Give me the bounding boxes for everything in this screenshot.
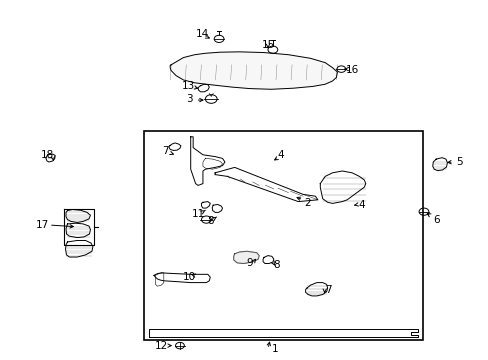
Text: 8: 8 xyxy=(206,216,213,226)
Polygon shape xyxy=(170,52,337,89)
Text: 8: 8 xyxy=(272,260,279,270)
Text: 10: 10 xyxy=(183,272,196,282)
Polygon shape xyxy=(233,251,259,264)
Text: 12: 12 xyxy=(154,341,168,351)
Text: 15: 15 xyxy=(261,40,274,50)
Text: 5: 5 xyxy=(455,157,462,167)
Text: 1: 1 xyxy=(271,344,278,354)
Text: 9: 9 xyxy=(245,258,252,268)
Text: 17: 17 xyxy=(35,220,49,230)
Text: 4: 4 xyxy=(277,150,284,160)
Text: 7: 7 xyxy=(162,146,168,156)
Text: 14: 14 xyxy=(196,29,209,39)
Bar xyxy=(144,131,422,340)
Text: 18: 18 xyxy=(41,150,55,160)
Text: 4: 4 xyxy=(358,200,365,210)
Text: 3: 3 xyxy=(186,94,193,104)
Text: 7: 7 xyxy=(325,285,331,295)
Text: 2: 2 xyxy=(303,198,310,208)
Text: 13: 13 xyxy=(181,81,195,91)
Text: 11: 11 xyxy=(191,209,204,219)
Text: 6: 6 xyxy=(432,215,439,225)
Text: 16: 16 xyxy=(345,65,358,75)
